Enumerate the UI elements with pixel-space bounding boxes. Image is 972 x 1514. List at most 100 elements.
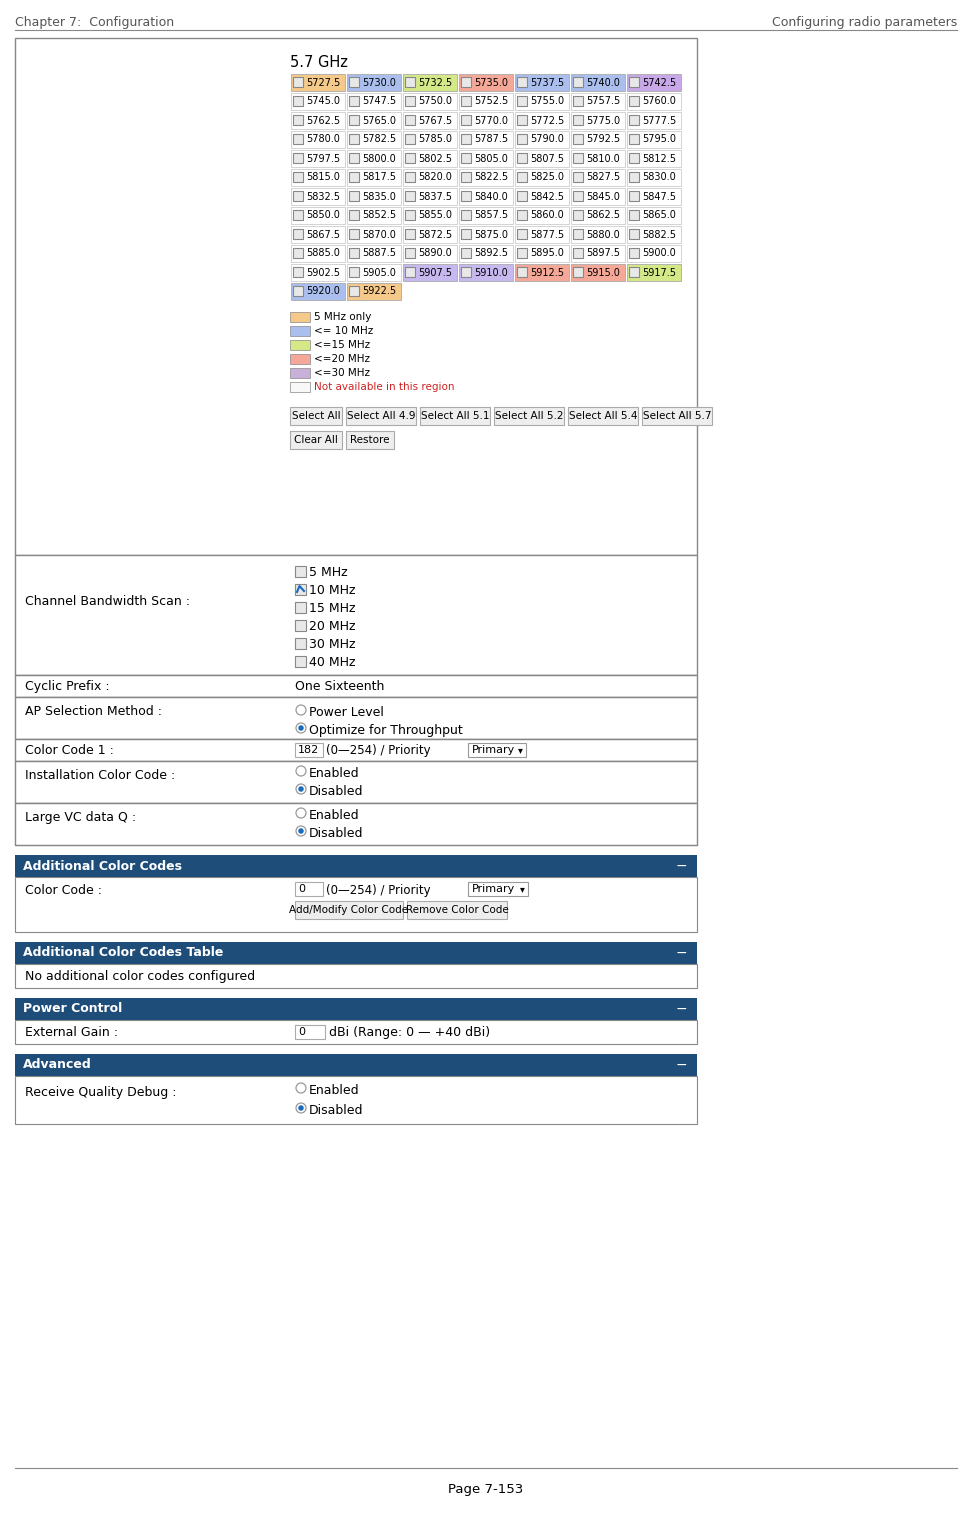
Bar: [15, 964, 697, 989]
Bar: [15, 855, 697, 877]
Text: 5770.0: 5770.0: [474, 115, 508, 126]
Bar: [629, 153, 639, 164]
Text: 5902.5: 5902.5: [306, 268, 340, 277]
Bar: [571, 170, 625, 186]
Bar: [293, 248, 303, 257]
Circle shape: [298, 725, 303, 731]
Bar: [461, 266, 471, 277]
Bar: [571, 245, 625, 262]
Text: 5812.5: 5812.5: [642, 153, 676, 164]
Text: 5865.0: 5865.0: [642, 210, 676, 221]
Bar: [573, 248, 583, 257]
Bar: [515, 207, 569, 224]
Bar: [573, 115, 583, 126]
Text: 5742.5: 5742.5: [642, 77, 677, 88]
Bar: [405, 115, 415, 126]
Bar: [517, 210, 527, 220]
Bar: [627, 170, 681, 186]
Text: 5872.5: 5872.5: [418, 230, 452, 239]
Text: 10 MHz: 10 MHz: [309, 584, 356, 597]
Bar: [461, 135, 471, 144]
Text: 5787.5: 5787.5: [474, 135, 508, 144]
Bar: [405, 95, 415, 106]
Text: 5737.5: 5737.5: [530, 77, 564, 88]
Bar: [403, 226, 457, 244]
Bar: [629, 115, 639, 126]
Text: 5847.5: 5847.5: [642, 191, 676, 201]
Text: 5825.0: 5825.0: [530, 173, 564, 183]
Bar: [403, 74, 457, 91]
Text: Cyclic Prefix :: Cyclic Prefix :: [25, 680, 110, 693]
Bar: [629, 95, 639, 106]
Bar: [459, 226, 513, 244]
Text: −: −: [676, 1002, 687, 1016]
Bar: [349, 153, 359, 164]
Bar: [405, 229, 415, 239]
Text: 0: 0: [298, 884, 305, 893]
Bar: [571, 207, 625, 224]
Bar: [15, 556, 697, 675]
Bar: [461, 153, 471, 164]
Text: 5782.5: 5782.5: [362, 135, 397, 144]
Circle shape: [298, 1105, 303, 1111]
Text: Enabled: Enabled: [309, 1084, 360, 1098]
Text: 5790.0: 5790.0: [530, 135, 564, 144]
Bar: [291, 188, 345, 204]
Text: 0: 0: [298, 1026, 305, 1037]
Text: 5840.0: 5840.0: [474, 191, 507, 201]
Text: (0—254) / Priority: (0—254) / Priority: [326, 743, 431, 757]
Text: 5745.0: 5745.0: [306, 97, 340, 106]
Bar: [420, 407, 490, 425]
Bar: [347, 283, 401, 300]
Bar: [461, 173, 471, 182]
Text: Clear All: Clear All: [295, 435, 338, 445]
Text: 5907.5: 5907.5: [418, 268, 452, 277]
Text: Chapter 7:  Configuration: Chapter 7: Configuration: [15, 17, 174, 29]
Bar: [627, 112, 681, 129]
Text: Select All 5.7: Select All 5.7: [642, 410, 712, 421]
Bar: [627, 92, 681, 111]
Bar: [494, 407, 564, 425]
Bar: [15, 675, 697, 696]
Bar: [627, 263, 681, 282]
Text: 5875.0: 5875.0: [474, 230, 508, 239]
Bar: [15, 877, 697, 933]
Bar: [349, 191, 359, 201]
Text: <= 10 MHz: <= 10 MHz: [314, 326, 373, 336]
Bar: [459, 74, 513, 91]
Bar: [571, 150, 625, 167]
Text: 5890.0: 5890.0: [418, 248, 452, 259]
Bar: [403, 170, 457, 186]
Bar: [627, 74, 681, 91]
Bar: [515, 150, 569, 167]
Bar: [461, 77, 471, 86]
Bar: [459, 132, 513, 148]
Bar: [405, 173, 415, 182]
Text: Disabled: Disabled: [309, 827, 364, 840]
Circle shape: [296, 827, 306, 836]
Bar: [290, 431, 342, 450]
Text: 5835.0: 5835.0: [362, 191, 396, 201]
Text: Not available in this region: Not available in this region: [314, 382, 455, 392]
Text: 5732.5: 5732.5: [418, 77, 452, 88]
Bar: [291, 263, 345, 282]
Bar: [461, 115, 471, 126]
Bar: [517, 95, 527, 106]
Bar: [349, 229, 359, 239]
Text: Power Control: Power Control: [23, 1002, 122, 1016]
Text: −: −: [676, 946, 687, 960]
Text: 5762.5: 5762.5: [306, 115, 340, 126]
Bar: [642, 407, 712, 425]
Bar: [627, 188, 681, 204]
Bar: [346, 407, 416, 425]
Text: 5777.5: 5777.5: [642, 115, 677, 126]
Text: 5795.0: 5795.0: [642, 135, 676, 144]
Bar: [517, 248, 527, 257]
Text: 30 MHz: 30 MHz: [309, 637, 356, 651]
Text: Channel Bandwidth Scan :: Channel Bandwidth Scan :: [25, 595, 190, 609]
Bar: [403, 245, 457, 262]
Text: <=15 MHz: <=15 MHz: [314, 341, 370, 350]
Bar: [571, 112, 625, 129]
Bar: [349, 210, 359, 220]
Text: 5862.5: 5862.5: [586, 210, 620, 221]
